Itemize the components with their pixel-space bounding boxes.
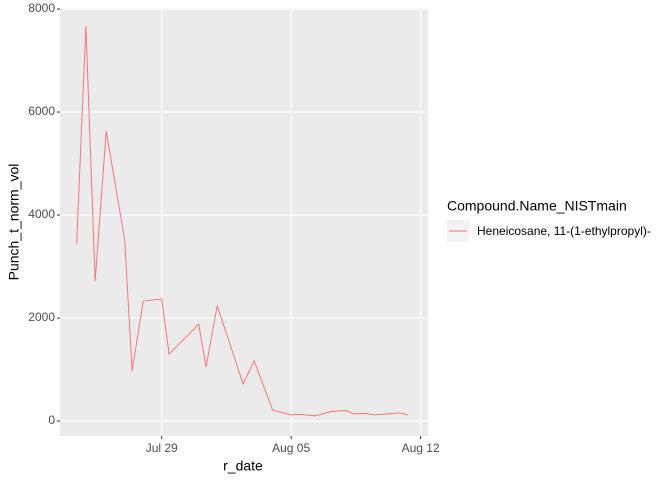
x-tick-label: Aug 05 <box>272 441 310 455</box>
legend-label: Heneicosane, 11-(1-ethylpropyl)- <box>477 224 651 238</box>
x-tick-label: Aug 12 <box>402 441 440 455</box>
y-tick-label: 8000 <box>28 1 55 15</box>
y-tick-label: 0 <box>48 413 55 427</box>
legend-title: Compound.Name_NISTmain <box>447 198 627 214</box>
x-tick-label: Jul 29 <box>146 441 178 455</box>
y-tick-label: 4000 <box>28 207 55 221</box>
x-axis-title: r_date <box>223 458 263 474</box>
y-tick-label: 2000 <box>28 310 55 324</box>
y-tick-label: 6000 <box>28 104 55 118</box>
y-axis-title: Punch_t_norm_vol <box>6 164 22 281</box>
panel-background <box>60 8 428 436</box>
data-line <box>76 26 408 417</box>
